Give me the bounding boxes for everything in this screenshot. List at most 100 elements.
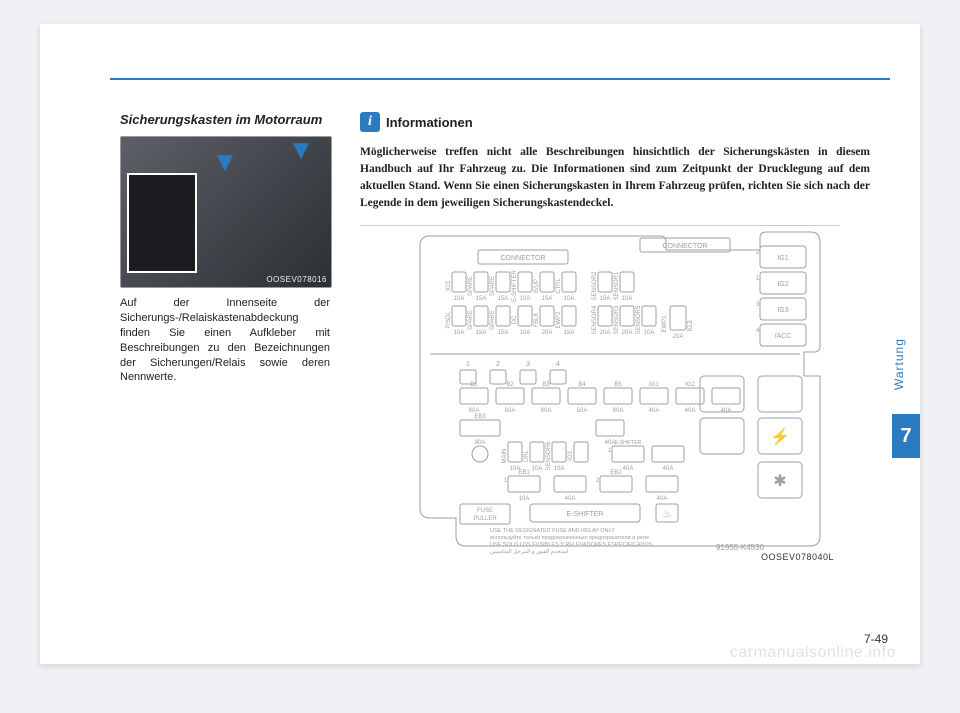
photo-caption: OOSEV078016 bbox=[266, 275, 327, 284]
svg-text:EB3: EB3 bbox=[474, 414, 486, 420]
svg-text:B/UP: B/UP bbox=[534, 278, 540, 292]
svg-text:DC: DC bbox=[512, 315, 518, 324]
svg-text:10A: 10A bbox=[554, 466, 565, 472]
svg-text:IG2: IG2 bbox=[777, 281, 788, 288]
svg-text:91955-K4530: 91955-K4530 bbox=[716, 543, 765, 552]
arrow-icon bbox=[217, 155, 233, 171]
svg-text:40A: 40A bbox=[565, 496, 576, 502]
svg-text:40A: 40A bbox=[657, 496, 668, 502]
svg-text:10A: 10A bbox=[564, 296, 575, 302]
svg-text:USE THE DESIGNATED FUSE AND RE: USE THE DESIGNATED FUSE AND RELAY ONLY bbox=[490, 528, 615, 534]
body-text: Auf der Innenseite der Sicherungs-/Relai… bbox=[120, 296, 330, 385]
svg-text:IG2: IG2 bbox=[685, 382, 695, 388]
diagram-caption: OOSEV078040L bbox=[761, 552, 834, 562]
svg-text:2: 2 bbox=[496, 361, 500, 368]
svg-text:3: 3 bbox=[526, 361, 530, 368]
svg-text:IG3: IG3 bbox=[568, 450, 574, 460]
chapter-number: 7 bbox=[892, 414, 920, 458]
svg-text:15A: 15A bbox=[476, 330, 487, 336]
svg-text:✱: ✱ bbox=[773, 473, 786, 490]
svg-text:10A: 10A bbox=[520, 330, 531, 336]
svg-text:10A: 10A bbox=[644, 330, 655, 336]
manual-page: Sicherungskasten im Motorraum OOSEV07801… bbox=[40, 24, 920, 664]
svg-text:20A: 20A bbox=[600, 330, 611, 336]
svg-text:50A: 50A bbox=[577, 408, 588, 414]
svg-text:15A: 15A bbox=[600, 296, 611, 302]
svg-text:15A: 15A bbox=[498, 330, 509, 336]
svg-text:80A: 80A bbox=[475, 440, 486, 446]
svg-text:EWP2: EWP2 bbox=[556, 310, 562, 328]
svg-text:SPARE: SPARE bbox=[490, 310, 496, 330]
top-rule bbox=[110, 78, 890, 80]
svg-text:FUSE: FUSE bbox=[477, 508, 493, 514]
svg-text:E-SHIFTER: E-SHIFTER bbox=[567, 511, 604, 518]
info-title: Informationen bbox=[386, 115, 473, 130]
svg-text:IG1: IG1 bbox=[649, 382, 659, 388]
svg-text:60A: 60A bbox=[505, 408, 516, 414]
svg-text:EB2: EB2 bbox=[610, 470, 622, 476]
svg-text:10A: 10A bbox=[532, 466, 543, 472]
svg-text:/ACC: /ACC bbox=[775, 333, 792, 340]
svg-text:DRL: DRL bbox=[524, 449, 530, 462]
svg-text:SENSOR2: SENSOR2 bbox=[592, 271, 598, 300]
svg-text:E-SHIFTER: E-SHIFTER bbox=[512, 269, 518, 301]
svg-text:IG1: IG1 bbox=[777, 255, 788, 262]
svg-text:40A: 40A bbox=[623, 466, 634, 472]
svg-text:4: 4 bbox=[556, 361, 560, 368]
section-title: Sicherungskasten im Motorraum bbox=[120, 112, 330, 128]
svg-text:40A: 40A bbox=[685, 408, 696, 414]
svg-text:USE SOLO LOS FUSIBLES Y RELEVA: USE SOLO LOS FUSIBLES Y RELEVADORES ESPE… bbox=[490, 542, 653, 548]
svg-text:60A: 60A bbox=[613, 408, 624, 414]
svg-text:40A: 40A bbox=[721, 408, 732, 414]
svg-text:B4: B4 bbox=[578, 382, 586, 388]
svg-text:FBLK: FBLK bbox=[534, 312, 540, 327]
svg-text:SPARE: SPARE bbox=[468, 310, 474, 330]
svg-text:MAIN: MAIN bbox=[502, 448, 508, 463]
svg-text:B5: B5 bbox=[614, 382, 622, 388]
svg-text:15A: 15A bbox=[564, 330, 575, 336]
svg-text:B3: B3 bbox=[542, 382, 550, 388]
svg-text:10A: 10A bbox=[454, 296, 465, 302]
svg-text:SPARE: SPARE bbox=[490, 276, 496, 296]
svg-text:SPARE: SPARE bbox=[468, 276, 474, 296]
svg-text:B2: B2 bbox=[506, 382, 514, 388]
svg-text:CONNECTOR: CONNECTOR bbox=[501, 255, 546, 262]
svg-text:10A: 10A bbox=[520, 296, 531, 302]
svg-text:SENSOR5: SENSOR5 bbox=[636, 305, 642, 334]
fuse-box-photo: OOSEV078016 bbox=[120, 136, 332, 288]
svg-text:CONNECTOR: CONNECTOR bbox=[663, 243, 708, 250]
svg-text:1: 1 bbox=[466, 361, 470, 368]
svg-text:EWP1: EWP1 bbox=[662, 314, 668, 332]
svg-text:10A: 10A bbox=[519, 496, 530, 502]
svg-text:IG3: IG3 bbox=[446, 280, 452, 290]
svg-text:استخدم الفيوز و المرحل المناسب: استخدم الفيوز و المرحل المناسبين bbox=[490, 548, 569, 555]
svg-text:⚡: ⚡ bbox=[770, 427, 790, 446]
svg-text:10A: 10A bbox=[622, 296, 633, 302]
info-body: Möglicherweise treffen nicht alle Beschr… bbox=[360, 144, 870, 213]
svg-text:E-SHIFTER: E-SHIFTER bbox=[615, 440, 642, 446]
side-label: Wartung bbox=[892, 324, 906, 404]
svg-text:EB1: EB1 bbox=[518, 470, 530, 476]
svg-text:CTRL: CTRL bbox=[556, 277, 562, 293]
svg-text:B1: B1 bbox=[470, 382, 478, 388]
svg-text:15A: 15A bbox=[498, 296, 509, 302]
svg-text:♨: ♨ bbox=[663, 509, 672, 520]
svg-text:40A: 40A bbox=[663, 466, 674, 472]
svg-text:20A: 20A bbox=[542, 330, 553, 336]
info-icon: i bbox=[360, 112, 380, 132]
left-column: Sicherungskasten im Motorraum OOSEV07801… bbox=[120, 112, 330, 396]
svg-text:PULLER: PULLER bbox=[473, 516, 497, 522]
svg-text:15A: 15A bbox=[476, 296, 487, 302]
fuse-diagram-svg: CONNECTORCONNECTORIG310ASPARE15ASPARE15A… bbox=[360, 226, 840, 566]
svg-text:P/SDL: P/SDL bbox=[446, 310, 452, 328]
svg-text:SENSOR6: SENSOR6 bbox=[546, 441, 552, 470]
svg-text:IG3: IG3 bbox=[777, 307, 788, 314]
arrow-icon bbox=[293, 143, 309, 159]
svg-text:SENSOR4: SENSOR4 bbox=[592, 305, 598, 334]
fuse-diagram: CONNECTORCONNECTORIG310ASPARE15ASPARE15A… bbox=[360, 225, 840, 566]
svg-text:IG3: IG3 bbox=[687, 320, 694, 331]
svg-text:20A: 20A bbox=[622, 330, 633, 336]
svg-text:40A: 40A bbox=[605, 440, 616, 446]
svg-text:10A: 10A bbox=[454, 330, 465, 336]
side-tab: Wartung 7 bbox=[892, 324, 920, 484]
